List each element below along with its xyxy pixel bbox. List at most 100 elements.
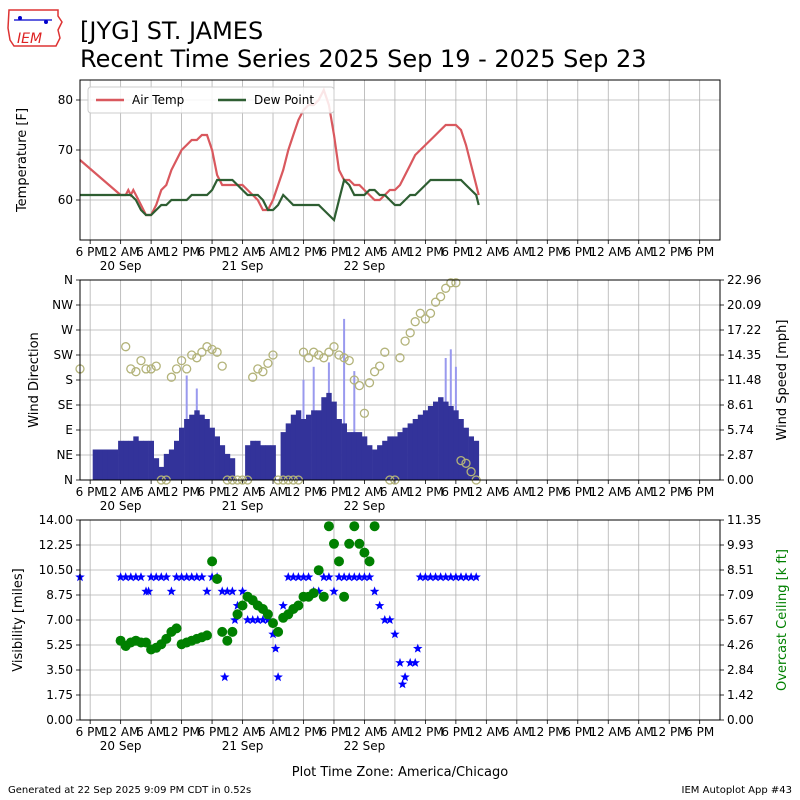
plot-frame <box>79 279 721 481</box>
y-tick-label: N <box>64 273 73 287</box>
x-tick-label: 12 PM <box>285 485 322 499</box>
wind-speed-bar <box>397 432 403 480</box>
x-tick-label: 6 AM <box>136 725 166 739</box>
visibility-point <box>451 572 461 582</box>
y2-tick-label: 0.00 <box>727 713 754 727</box>
y2-tick-label: 2.84 <box>727 663 754 677</box>
wind-speed-bar <box>407 423 413 480</box>
x-tick-label: 12 PM <box>651 245 688 259</box>
wind-direction-point <box>151 361 161 371</box>
ceiling-point <box>202 630 212 641</box>
y2-tick-label: 1.42 <box>727 688 754 702</box>
x-tick-label: 12 AM <box>589 725 627 739</box>
x-tick-label: 12 AM <box>468 485 506 499</box>
x-tick-label: 6 AM <box>502 485 532 499</box>
wind-speed-bar <box>382 440 388 480</box>
y-tick-label: W <box>61 323 73 337</box>
x-tick-label: 12 AM <box>346 245 384 259</box>
visibility-point <box>270 643 281 653</box>
wind-speed-bar <box>199 414 205 480</box>
wind-direction-point <box>329 342 339 352</box>
visibility-point <box>303 572 314 582</box>
y-tick-label: E <box>65 423 73 437</box>
legend-box <box>87 86 335 114</box>
ceiling-point <box>339 591 350 602</box>
wind-direction-point <box>192 353 202 363</box>
wind-speed-bar <box>102 449 109 480</box>
y-tick-label: 0.00 <box>46 713 73 727</box>
x-tick-label: 6 AM <box>624 245 654 259</box>
wind-direction-point <box>359 408 370 418</box>
wind-direction-point <box>166 372 177 382</box>
x-tick-label: 6 PM <box>76 725 105 739</box>
wind-direction-point <box>121 342 131 352</box>
footer-generated: Generated at 22 Sep 2025 9:09 PM CDT in … <box>8 785 251 796</box>
wind-speed-bar <box>316 410 322 480</box>
wind-speed-bar <box>473 440 480 480</box>
wind-direction-point <box>303 353 314 363</box>
wind-speed-bar <box>219 445 226 480</box>
visibility-point <box>197 572 207 582</box>
y2-tick-label: 5.67 <box>727 613 754 627</box>
x-tick-label: 6 PM <box>685 245 714 259</box>
wind-speed-bar <box>189 414 195 480</box>
wind-speed-bar <box>265 445 271 480</box>
visibility-point <box>136 572 146 582</box>
ceiling-point <box>212 574 223 584</box>
wind-speed-bar <box>153 458 160 480</box>
y-tick-label: 7.00 <box>46 613 73 627</box>
visibility-point <box>232 600 243 610</box>
wind-direction-point <box>309 347 319 357</box>
visibility-point <box>344 572 354 582</box>
wind-speed-bar <box>336 419 342 480</box>
wind-direction-point <box>430 297 441 307</box>
visibility-point <box>176 572 187 582</box>
visibility-point <box>263 615 273 624</box>
wind-direction-point <box>212 347 222 357</box>
y2-tick-label: 8.51 <box>727 563 754 577</box>
wind-speed-bar <box>184 419 190 480</box>
y-tick-label: 10.50 <box>39 563 73 577</box>
logo-text: IEM <box>17 31 42 47</box>
visibility-point <box>143 586 154 596</box>
ceiling-point <box>369 521 380 532</box>
visibility-point <box>441 572 451 582</box>
y2-tick-label: 20.09 <box>727 298 761 312</box>
wind-direction-point <box>410 317 420 327</box>
y-tick-label: SE <box>58 398 73 412</box>
wind-direction-point <box>141 364 151 374</box>
wind-speed-bar <box>113 449 119 480</box>
y2-tick-label: 9.93 <box>727 538 754 552</box>
y-tick-label: NW <box>52 298 73 312</box>
wind-speed-bar <box>118 440 124 480</box>
y-tick-label: N <box>64 473 73 487</box>
y-tick-label: 12.25 <box>39 538 73 552</box>
x-tick-label: 12 PM <box>651 485 688 499</box>
wind-speed-bar <box>311 410 317 480</box>
wind-speed-bar <box>301 419 307 480</box>
ceiling-point <box>308 588 319 599</box>
wind-direction-point <box>334 350 344 360</box>
visibility-point <box>319 572 329 582</box>
wind-direction-point <box>126 364 136 374</box>
x-tick-label: 6 AM <box>136 245 166 259</box>
wind-speed-bar <box>427 406 434 480</box>
ceiling-point <box>313 565 324 576</box>
wind-speed-bar <box>306 414 312 480</box>
x-tick-label: 6 PM <box>441 725 470 739</box>
wind-direction-point <box>263 358 273 368</box>
x-tick-label: 12 AM <box>468 725 506 739</box>
visibility-point <box>385 615 395 624</box>
y2-tick-label: 5.74 <box>727 423 754 437</box>
visibility-point <box>471 572 481 582</box>
x-tick-label: 6 PM <box>441 485 470 499</box>
wind-direction-point <box>258 367 268 377</box>
visibility-point <box>151 572 161 582</box>
y2-tick-label: 8.61 <box>727 398 754 412</box>
y-tick-label: 14.00 <box>39 513 73 527</box>
x-tick-label: 12 AM <box>589 245 627 259</box>
x-tick-label: 6 AM <box>258 485 288 499</box>
visibility-point <box>283 572 293 582</box>
x-tick-label: 6 PM <box>319 725 348 739</box>
x-tick-label: 12 PM <box>163 245 200 259</box>
